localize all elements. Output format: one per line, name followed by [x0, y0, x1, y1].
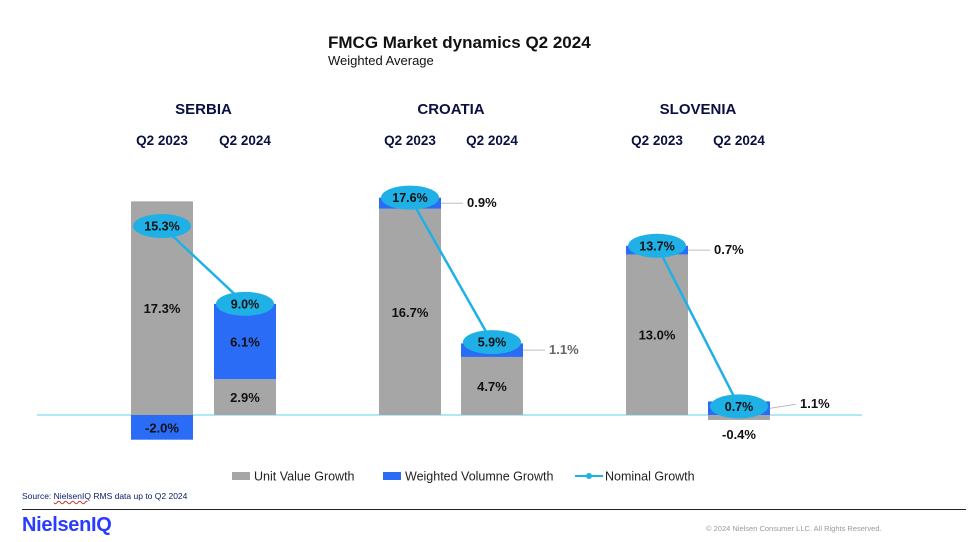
volume-label: -2.0%: [145, 420, 179, 435]
nielseniq-logo: NielsenIQ: [22, 514, 112, 536]
unit-value-label: 17.3%: [144, 301, 181, 316]
bar-serbia-q2-2023-volume: [131, 415, 193, 440]
nominal-growth-marker: [381, 185, 439, 210]
bar-serbia-q2-2024-volume: [214, 303, 276, 380]
legend-volume-swatch: [383, 472, 401, 480]
nominal-growth-label: 13.7%: [639, 239, 674, 253]
volume-label: 6.1%: [230, 335, 260, 350]
nominal-growth-label: 17.6%: [392, 191, 427, 205]
period-label: Q2 2023: [136, 133, 188, 148]
bar-croatia-q2-2023-unit-value: [379, 208, 441, 415]
volume-leader-line: [769, 403, 797, 409]
nominal-growth-label: 9.0%: [231, 297, 260, 311]
nominal-growth-label: 15.3%: [144, 220, 179, 234]
nominal-growth-line: [408, 197, 494, 343]
chart-title: FMCG Market dynamics Q2 2024: [328, 33, 591, 52]
unit-value-label: 4.7%: [477, 379, 507, 394]
unit-value-label: 2.9%: [230, 390, 260, 405]
source-note: Source: NielsenIQ RMS data up to Q2 2024: [22, 491, 188, 501]
legend-nominal-label: Nominal Growth: [605, 470, 695, 484]
volume-label: 0.9%: [467, 195, 497, 210]
volume-label: 1.1%: [549, 342, 579, 357]
legend-unit-value-swatch: [232, 472, 250, 480]
bar-slovenia-q2-2023-unit-value: [626, 254, 688, 415]
chart-subtitle: Weighted Average: [328, 53, 434, 68]
legend-unit-value-label: Unit Value Growth: [254, 470, 355, 484]
legend-nominal-dot: [586, 473, 592, 479]
source-brand: NielsenIQ: [53, 491, 91, 501]
period-label: Q2 2024: [713, 133, 765, 148]
nominal-growth-line: [161, 225, 246, 305]
bar-serbia-q2-2024-unit-value: [214, 379, 276, 415]
period-label: Q2 2024: [466, 133, 518, 148]
nominal-growth-marker: [216, 291, 274, 316]
footer-divider: [22, 509, 966, 510]
nominal-growth-marker: [463, 330, 521, 355]
country-label: SERBIA: [175, 101, 232, 118]
period-label: Q2 2023: [384, 133, 436, 148]
nominal-growth-marker: [628, 233, 686, 258]
volume-label: 1.1%: [800, 396, 830, 411]
unit-value-label: 13.0%: [639, 328, 676, 343]
nominal-growth-marker: [133, 214, 191, 239]
country-label: SLOVENIA: [660, 101, 737, 118]
nominal-growth-label: 5.9%: [478, 336, 507, 350]
country-label: CROATIA: [417, 101, 484, 118]
volume-label: 0.7%: [714, 242, 744, 257]
period-label: Q2 2023: [631, 133, 683, 148]
nominal-growth-line: [655, 245, 741, 407]
unit-value-label: 16.7%: [392, 305, 429, 320]
nominal-growth-marker: [710, 394, 768, 419]
unit-value-label: -0.4%: [722, 427, 756, 442]
nominal-growth-label: 0.7%: [725, 400, 754, 414]
legend-volume-label: Weighted Volumne Growth: [405, 470, 554, 484]
copyright-text: © 2024 Nielsen Consumer LLC. All Rights …: [706, 524, 882, 533]
period-label: Q2 2024: [219, 133, 271, 148]
bar-croatia-q2-2024-unit-value: [461, 356, 523, 415]
